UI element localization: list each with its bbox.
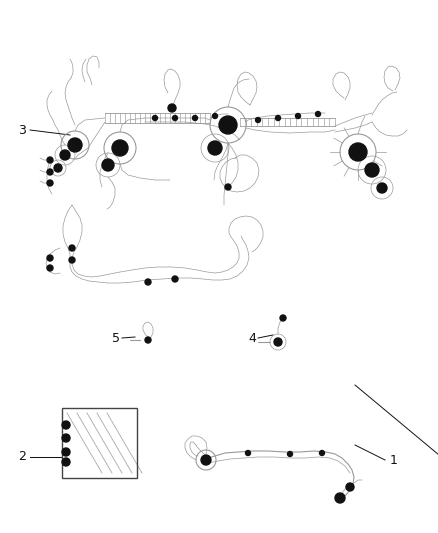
Circle shape (112, 140, 128, 156)
Bar (62, 408, 137, 478)
Circle shape (346, 483, 354, 491)
Circle shape (225, 184, 231, 190)
Circle shape (315, 111, 321, 117)
Circle shape (172, 276, 178, 282)
Circle shape (145, 279, 151, 285)
Circle shape (208, 141, 222, 155)
Circle shape (54, 164, 62, 172)
Circle shape (173, 116, 177, 120)
Circle shape (296, 114, 300, 118)
Circle shape (47, 265, 53, 271)
Text: 4: 4 (248, 332, 256, 344)
Circle shape (102, 159, 114, 171)
Circle shape (62, 458, 70, 466)
Circle shape (47, 157, 53, 163)
Circle shape (319, 450, 325, 456)
Circle shape (62, 421, 70, 429)
Text: 5: 5 (112, 332, 120, 344)
Circle shape (47, 180, 53, 186)
Circle shape (168, 104, 176, 112)
Text: 2: 2 (18, 450, 26, 464)
Circle shape (68, 138, 82, 152)
Circle shape (62, 448, 70, 456)
Circle shape (276, 116, 280, 120)
Text: 3: 3 (18, 124, 26, 136)
Circle shape (69, 257, 75, 263)
Circle shape (47, 255, 53, 261)
Circle shape (152, 116, 158, 120)
Circle shape (201, 455, 211, 465)
Circle shape (349, 143, 367, 161)
Circle shape (255, 117, 261, 123)
Circle shape (219, 116, 237, 134)
Circle shape (145, 337, 151, 343)
Circle shape (212, 114, 218, 118)
Circle shape (246, 450, 251, 456)
Circle shape (377, 183, 387, 193)
Circle shape (60, 150, 70, 160)
Circle shape (335, 493, 345, 503)
Circle shape (287, 451, 293, 456)
Circle shape (192, 116, 198, 120)
Circle shape (47, 169, 53, 175)
Text: 1: 1 (390, 454, 398, 466)
Circle shape (69, 245, 75, 251)
Circle shape (280, 315, 286, 321)
Circle shape (274, 338, 282, 346)
Circle shape (365, 163, 379, 177)
Circle shape (62, 434, 70, 442)
